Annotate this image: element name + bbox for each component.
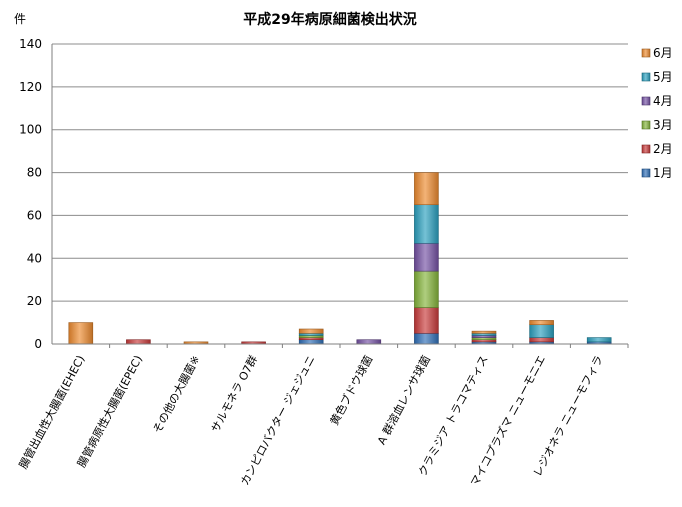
x-category-label: 腸管出血性大腸菌(EHEC) [16,353,88,471]
legend-item: 3月 [641,118,673,132]
y-tick-label: 120 [19,80,42,94]
y-axis-unit-label: 件 [14,12,26,26]
y-tick-label: 100 [19,123,42,137]
bar-segment [586,337,612,343]
bar-segment [414,307,439,334]
bar-segment [298,328,324,334]
legend-item: 1月 [641,166,673,180]
x-axis-labels: 腸管出血性大腸菌(EHEC)腸管病原性大腸菌(EPEC) その他の大腸菌※ サルモネ… [16,353,606,489]
legend-swatch [641,48,651,58]
legend-item: 4月 [641,94,673,108]
x-category-label: A 群溶血レンサ球菌 [374,353,433,447]
legend: 6月 5月 4月 3月 2月 1月 [641,46,673,180]
x-category-label: 腸管病原性大腸菌(EPEC) [74,353,145,470]
bar-segment [298,339,324,345]
bar-segment [298,335,324,338]
legend-swatch [641,72,651,82]
bar-segment [471,339,497,343]
bar-segment [414,270,439,308]
bar-segment [68,322,94,345]
bar-segment [298,332,324,336]
legend-swatch [641,168,651,178]
y-tick-label: 0 [34,337,42,351]
bar-segment [414,242,439,272]
bar-segment [471,330,497,334]
bars [68,172,612,345]
bar-segment [529,320,554,326]
x-category-label: サルモネラ O7群 [208,353,260,435]
bar-segment [356,339,382,345]
x-category-label: レジオネラ ニューモフィラ [531,353,606,479]
bar-segment [126,339,151,345]
legend-item: 2月 [641,142,673,156]
legend-item: 6月 [641,46,673,60]
legend-label: 5月 [653,70,673,84]
bar-segment [471,337,497,341]
y-tick-label: 140 [19,37,42,51]
gridlines [52,43,628,302]
legend-swatch [641,96,651,106]
x-category-label: その他の大腸菌※ [150,353,203,436]
x-category-label: 黄色ブドウ球菌 [327,353,376,428]
legend-label: 4月 [653,94,673,108]
bar-segment [529,337,554,343]
y-tick-label: 40 [27,251,42,265]
legend-label: 1月 [653,166,673,180]
legend-item: 5月 [641,70,673,84]
bar-segment [471,332,497,336]
axes [51,44,629,348]
bar-segment [414,204,439,244]
bar-segment [414,332,439,345]
chart-title: 平成29年病原細菌検出状況 [243,11,416,28]
y-tick-label: 20 [27,294,42,308]
legend-label: 2月 [653,142,673,156]
bar-segment [298,337,324,341]
y-tick-label: 80 [27,166,42,180]
y-tick-label: 60 [27,208,42,222]
y-axis-ticks: 0 20 40 60 80 100 120 140 [19,37,42,351]
bar-segment [471,335,497,338]
legend-swatch [641,144,651,154]
legend-label: 6月 [653,46,673,60]
legend-swatch [641,120,651,130]
legend-label: 3月 [653,118,673,132]
bar-segment [414,172,439,206]
bar-segment [529,324,554,338]
